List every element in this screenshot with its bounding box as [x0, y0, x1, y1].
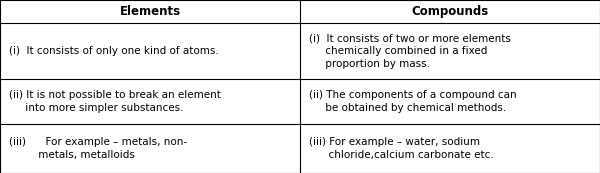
- Text: (iii) For example – water, sodium
      chloride,calcium carbonate etc.: (iii) For example – water, sodium chlori…: [309, 137, 494, 160]
- Text: (ii) It is not possible to break an element
     into more simpler substances.: (ii) It is not possible to break an elem…: [9, 90, 221, 113]
- Text: Elements: Elements: [119, 5, 181, 18]
- Text: (ii) The components of a compound can
     be obtained by chemical methods.: (ii) The components of a compound can be…: [309, 90, 517, 113]
- Text: (i)  It consists of only one kind of atoms.: (i) It consists of only one kind of atom…: [9, 46, 219, 56]
- Text: (i)  It consists of two or more elements
     chemically combined in a fixed
   : (i) It consists of two or more elements …: [309, 33, 511, 69]
- Text: Compounds: Compounds: [412, 5, 488, 18]
- Text: (iii)      For example – metals, non-
         metals, metalloids: (iii) For example – metals, non- metals,…: [9, 137, 187, 160]
